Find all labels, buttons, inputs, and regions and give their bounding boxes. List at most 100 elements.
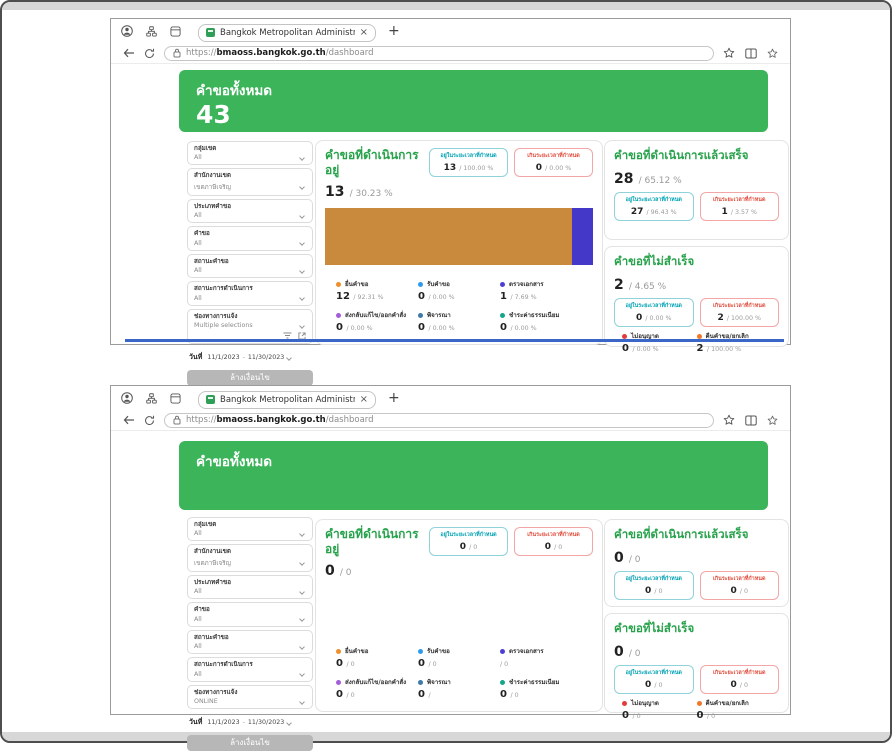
profile-icon[interactable] (121, 25, 133, 37)
date-range-picker[interactable]: วันที่ 11/1/2023 - 11/30/2023 (187, 347, 313, 366)
back-icon[interactable] (123, 415, 135, 425)
legend-label: ส่งกลับแก้ไข/ออกคำสั่ง (345, 312, 407, 319)
tab-strip: Bangkok Metropolitan Administra × + (111, 386, 790, 410)
browser-tab[interactable]: Bangkok Metropolitan Administra × (198, 23, 376, 42)
address-bar[interactable]: https://bmaoss.bangkok.go.th/dashboard (164, 412, 714, 428)
close-tab-icon[interactable]: × (359, 26, 368, 38)
overdue-label: เกินระยะเวลาที่กำหนด (527, 532, 580, 538)
reload-icon[interactable] (144, 415, 155, 426)
district-group-select[interactable]: All (194, 154, 306, 161)
filter-value: All (194, 643, 202, 651)
new-tab-button[interactable]: + (388, 23, 400, 39)
chevron-down-icon (299, 671, 305, 677)
filter-label: ประเภทคำขอ (194, 578, 232, 586)
legend-dot-icon (500, 312, 505, 318)
filter-sliders-icon[interactable] (283, 332, 292, 340)
filter-label: สถานะคำขอ (194, 633, 229, 641)
address-bar[interactable]: https://bmaoss.bangkok.go.th/dashboard (164, 45, 714, 61)
completed-count: 0 / 0 (614, 550, 641, 566)
tab-actions-icon[interactable] (170, 392, 181, 404)
tab-actions-icon[interactable] (170, 25, 181, 37)
legend-item: ชำระค่าธรรมเนียม 0 / 0 (500, 677, 582, 700)
filter-label: สำนักงานเขต (194, 172, 231, 180)
request-type-select[interactable]: All (194, 588, 306, 595)
operation-status-select[interactable]: All (194, 671, 306, 678)
clear-filters-button[interactable]: ล้างเงื่อนไข (187, 370, 313, 387)
back-icon[interactable] (123, 48, 135, 58)
favorites-star-icon[interactable] (723, 414, 735, 426)
filter-value: All (194, 670, 202, 678)
failed-title: คำขอที่ไม่สำเร็จ (614, 621, 695, 635)
date-range-picker[interactable]: วันที่ 11/1/2023 - 11/30/2023 (187, 712, 313, 731)
clear-filters-button[interactable]: ล้างเงื่อนไข (187, 735, 313, 751)
split-screen-icon[interactable] (745, 48, 757, 59)
legend-dot-icon (500, 648, 505, 654)
site-info-icon[interactable] (173, 48, 181, 58)
on-time-value: 13 / 100.00 % (443, 163, 494, 174)
dashboard-page: คำขอทั้งหมด กลุ่มเขต All สำนักงานเขต เขต… (111, 432, 790, 751)
reload-icon[interactable] (144, 48, 155, 59)
overdue-box: เกินระยะเวลาที่กำหนด 0 / 0 (699, 665, 779, 695)
not-allowed-item: ไม่อนุญาต 0 / 0.00 % (622, 331, 697, 354)
overdue-value: 0 / 0 (730, 680, 749, 691)
overdue-box: เกินระยะเวลาที่กำหนด 0 / 0 (699, 571, 779, 601)
filter-value: All (194, 154, 202, 162)
request-status-select[interactable]: All (194, 267, 306, 274)
chevron-down-icon (299, 588, 305, 595)
failed-count: 2 / 4.65 % (614, 277, 667, 293)
filter-district-office: สำนักงานเขต เขตภาษีเจริญ (187, 168, 313, 196)
overdue-value: 0 / 0.00 % (535, 163, 572, 174)
district-office-select[interactable]: เขตภาษีเจริญ (194, 558, 306, 568)
legend-item: ชำระค่าธรรมเนียม 0 / 0.00 % (500, 310, 582, 333)
collections-icon[interactable] (767, 48, 778, 59)
close-tab-icon[interactable]: × (359, 393, 368, 405)
filter-label: สถานะคำขอ (194, 257, 229, 265)
report-channel-select[interactable]: Multiple selections (194, 322, 306, 329)
failed-count: 0 / 0 (614, 644, 641, 660)
legend-value: 12 / 92.31 % (336, 291, 384, 302)
legend-item: ตรวจเอกสาร / 0 (500, 646, 582, 669)
profile-icon[interactable] (121, 392, 133, 404)
legend-label: พิจารณา (427, 312, 451, 319)
legend-dot-icon (418, 679, 423, 685)
district-office-select[interactable]: เขตภาษีเจริญ (194, 182, 306, 192)
chevron-down-icon (299, 616, 305, 623)
legend-dot-icon (696, 700, 702, 706)
banner-title: คำขอทั้งหมด (196, 83, 273, 99)
operation-status-select[interactable]: All (194, 295, 306, 302)
legend-label: รับคำขอ (427, 648, 450, 655)
tab-title: Bangkok Metropolitan Administra (220, 27, 355, 38)
report-channel-select[interactable]: ONLINE (194, 698, 306, 705)
workspaces-icon[interactable] (146, 392, 157, 404)
filter-value: All (194, 588, 202, 596)
on-time-label: อยู่ในระยะเวลาที่กำหนด (625, 576, 682, 582)
browser-tab[interactable]: Bangkok Metropolitan Administra × (198, 390, 376, 409)
workspaces-icon[interactable] (146, 25, 157, 37)
favorites-star-icon[interactable] (723, 47, 735, 59)
legend-value: 0 / 0.00 % (622, 343, 659, 355)
on-time-label: อยู่ในระยะเวลาที่กำหนด (440, 153, 497, 159)
summary-column: คำขอที่ดำเนินการแล้วเสร็จ 28 / 65.12 % อ… (604, 140, 789, 354)
new-tab-button[interactable]: + (388, 390, 400, 406)
legend-item: ส่งกลับแก้ไข/ออกคำสั่ง 0 / 0.00 % (336, 310, 418, 333)
dashboard-page: คำขอทั้งหมด 43 กลุ่มเขต All สำนักงานเขต … (111, 65, 790, 387)
legend-value: 0 / 0 (500, 689, 519, 700)
banner-total (196, 473, 751, 483)
legend-dot-icon (622, 700, 627, 706)
site-info-icon[interactable] (173, 415, 181, 425)
request-type-select[interactable]: All (194, 212, 306, 219)
filter-request-status: สถานะคำขอ All (187, 253, 313, 279)
split-screen-icon[interactable] (745, 415, 757, 426)
legend-dot-icon (418, 648, 423, 654)
district-group-select[interactable]: All (194, 530, 306, 537)
overdue-value: 0 / 0 (544, 542, 563, 553)
request-select[interactable]: All (194, 616, 306, 623)
request-status-select[interactable]: All (194, 643, 306, 650)
total-requests-banner: คำขอทั้งหมด 43 (179, 70, 768, 132)
request-select[interactable]: All (194, 240, 306, 247)
overdue-label: เกินระยะเวลาที่กำหนด (713, 197, 766, 203)
collections-icon[interactable] (767, 415, 778, 426)
date-separator: - (242, 719, 245, 727)
failed-card: คำขอที่ไม่สำเร็จ 0 / 0 อยู่ในระยะเวลาที่… (604, 613, 789, 721)
overdue-label: เกินระยะเวลาที่กำหนด (527, 153, 580, 159)
